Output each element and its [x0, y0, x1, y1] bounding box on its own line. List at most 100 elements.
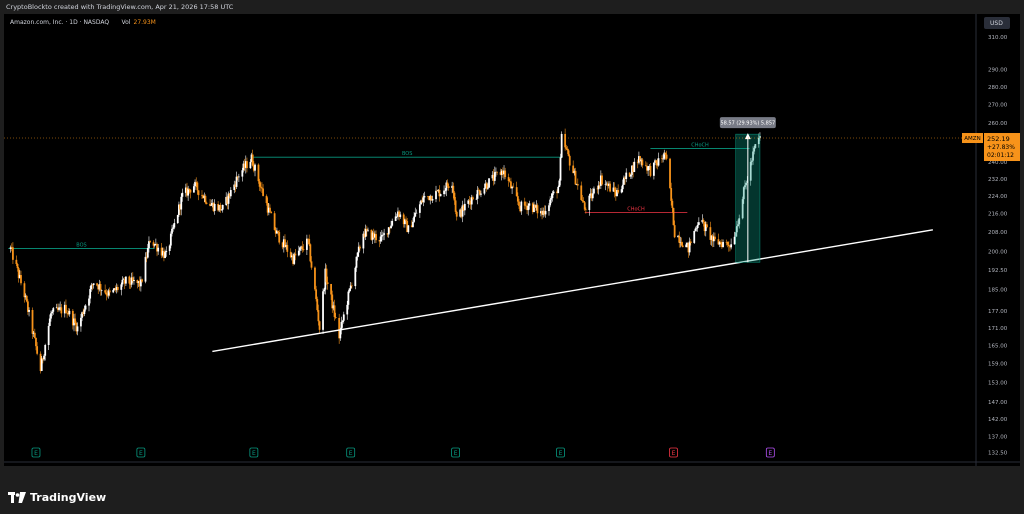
candle-body	[380, 234, 383, 237]
candle-body	[693, 230, 696, 243]
last-price-tag	[984, 133, 1020, 162]
candle-body	[9, 247, 12, 249]
candle-body	[542, 210, 545, 215]
candle-body	[501, 170, 504, 175]
candle-body	[137, 281, 140, 283]
candle-body	[617, 190, 620, 193]
candle-body	[221, 204, 224, 210]
candle-body	[138, 281, 141, 287]
candle-body	[371, 232, 374, 240]
candle-body	[430, 195, 433, 201]
candle-body	[104, 290, 107, 293]
candle-body	[28, 310, 30, 312]
candle-body	[219, 204, 222, 211]
currency-label: USD	[990, 20, 1003, 27]
candle-body	[443, 190, 445, 195]
chart-area[interactable]: BOS BOS CHoCH CHoCH 58.57 (29.93%) 5,857 E E…	[4, 14, 1020, 466]
candle-body	[688, 241, 691, 253]
earnings-marker	[556, 447, 565, 458]
candle-body	[576, 184, 579, 186]
candle-body	[210, 204, 213, 206]
candle-body	[455, 211, 458, 217]
grid	[4, 14, 1020, 466]
candle-body	[672, 207, 675, 226]
candle-body	[249, 161, 252, 169]
candle-body	[544, 211, 547, 215]
candle-body	[318, 321, 321, 330]
candle-body	[557, 186, 560, 194]
candle-body	[121, 279, 124, 285]
candle-body	[654, 160, 656, 163]
candle-body	[97, 285, 100, 290]
candle-body	[205, 202, 208, 204]
candle-body	[115, 286, 118, 291]
volume-label: Vol	[122, 19, 131, 26]
candle-body	[47, 325, 50, 346]
candle-body	[128, 276, 131, 284]
candle-body	[359, 246, 361, 249]
candle-body	[402, 214, 405, 225]
candle-body	[270, 211, 273, 214]
candle-body	[527, 205, 530, 211]
candle-body	[375, 234, 377, 241]
candle-body	[212, 203, 215, 211]
candle-body	[236, 176, 239, 178]
candle-body	[491, 174, 494, 179]
candle-body	[130, 277, 133, 285]
candle-body	[712, 236, 715, 242]
candle-body	[613, 187, 616, 192]
candle-body	[407, 225, 410, 233]
candle-body	[66, 312, 68, 314]
candle-body	[726, 242, 729, 245]
candle-body	[305, 238, 308, 250]
candle-body	[96, 283, 98, 286]
candle-body	[616, 190, 618, 197]
candle-body	[355, 256, 358, 268]
candle-body	[65, 304, 67, 313]
candle-body	[606, 183, 609, 186]
candle-body	[558, 180, 561, 187]
candle-body	[722, 241, 724, 248]
candle-body	[163, 251, 165, 258]
candle-body	[244, 161, 247, 168]
candle-body	[685, 244, 688, 248]
tradingview-logo[interactable]: TradingView	[8, 491, 106, 504]
candle-body	[324, 268, 327, 290]
candle-body	[203, 195, 206, 199]
earnings-marker-letter: E	[349, 450, 353, 457]
candle-body	[211, 203, 214, 205]
candle-body	[745, 182, 748, 186]
candle-body	[382, 234, 384, 236]
candle-body	[252, 165, 255, 171]
candle-body	[349, 285, 352, 289]
candle-body	[378, 240, 381, 242]
candles	[9, 128, 761, 374]
candle-body	[744, 185, 746, 188]
candle-body	[703, 221, 706, 232]
last-price-group: AMZN 252.19+27.83%02:01:12	[4, 133, 1020, 162]
candle-body	[515, 187, 518, 197]
candle-body	[452, 185, 455, 193]
candle-body	[536, 205, 539, 214]
candle-body	[470, 197, 473, 205]
candle-body	[710, 235, 713, 240]
candle-body	[697, 222, 700, 225]
price-axis: 310.00290.00280.00270.00260.00250.00240.…	[984, 17, 1010, 457]
candle-body	[727, 244, 730, 247]
candle-body	[495, 171, 497, 173]
candle-body	[63, 304, 66, 314]
candle-body	[71, 310, 74, 326]
candle-body	[92, 283, 95, 286]
candle-body	[293, 253, 296, 264]
candle-body	[106, 294, 109, 296]
price-chart[interactable]: BOS BOS CHoCH CHoCH 58.57 (29.93%) 5,857 E E…	[4, 14, 1020, 466]
candle-body	[468, 200, 471, 202]
candle-body	[488, 178, 490, 188]
candle-body	[701, 219, 704, 223]
candle-body	[671, 200, 674, 208]
candle-body	[566, 148, 569, 151]
candle-body	[415, 212, 418, 214]
ticker-tag	[962, 133, 983, 144]
candle-body	[55, 307, 58, 309]
candle-body	[477, 189, 480, 191]
